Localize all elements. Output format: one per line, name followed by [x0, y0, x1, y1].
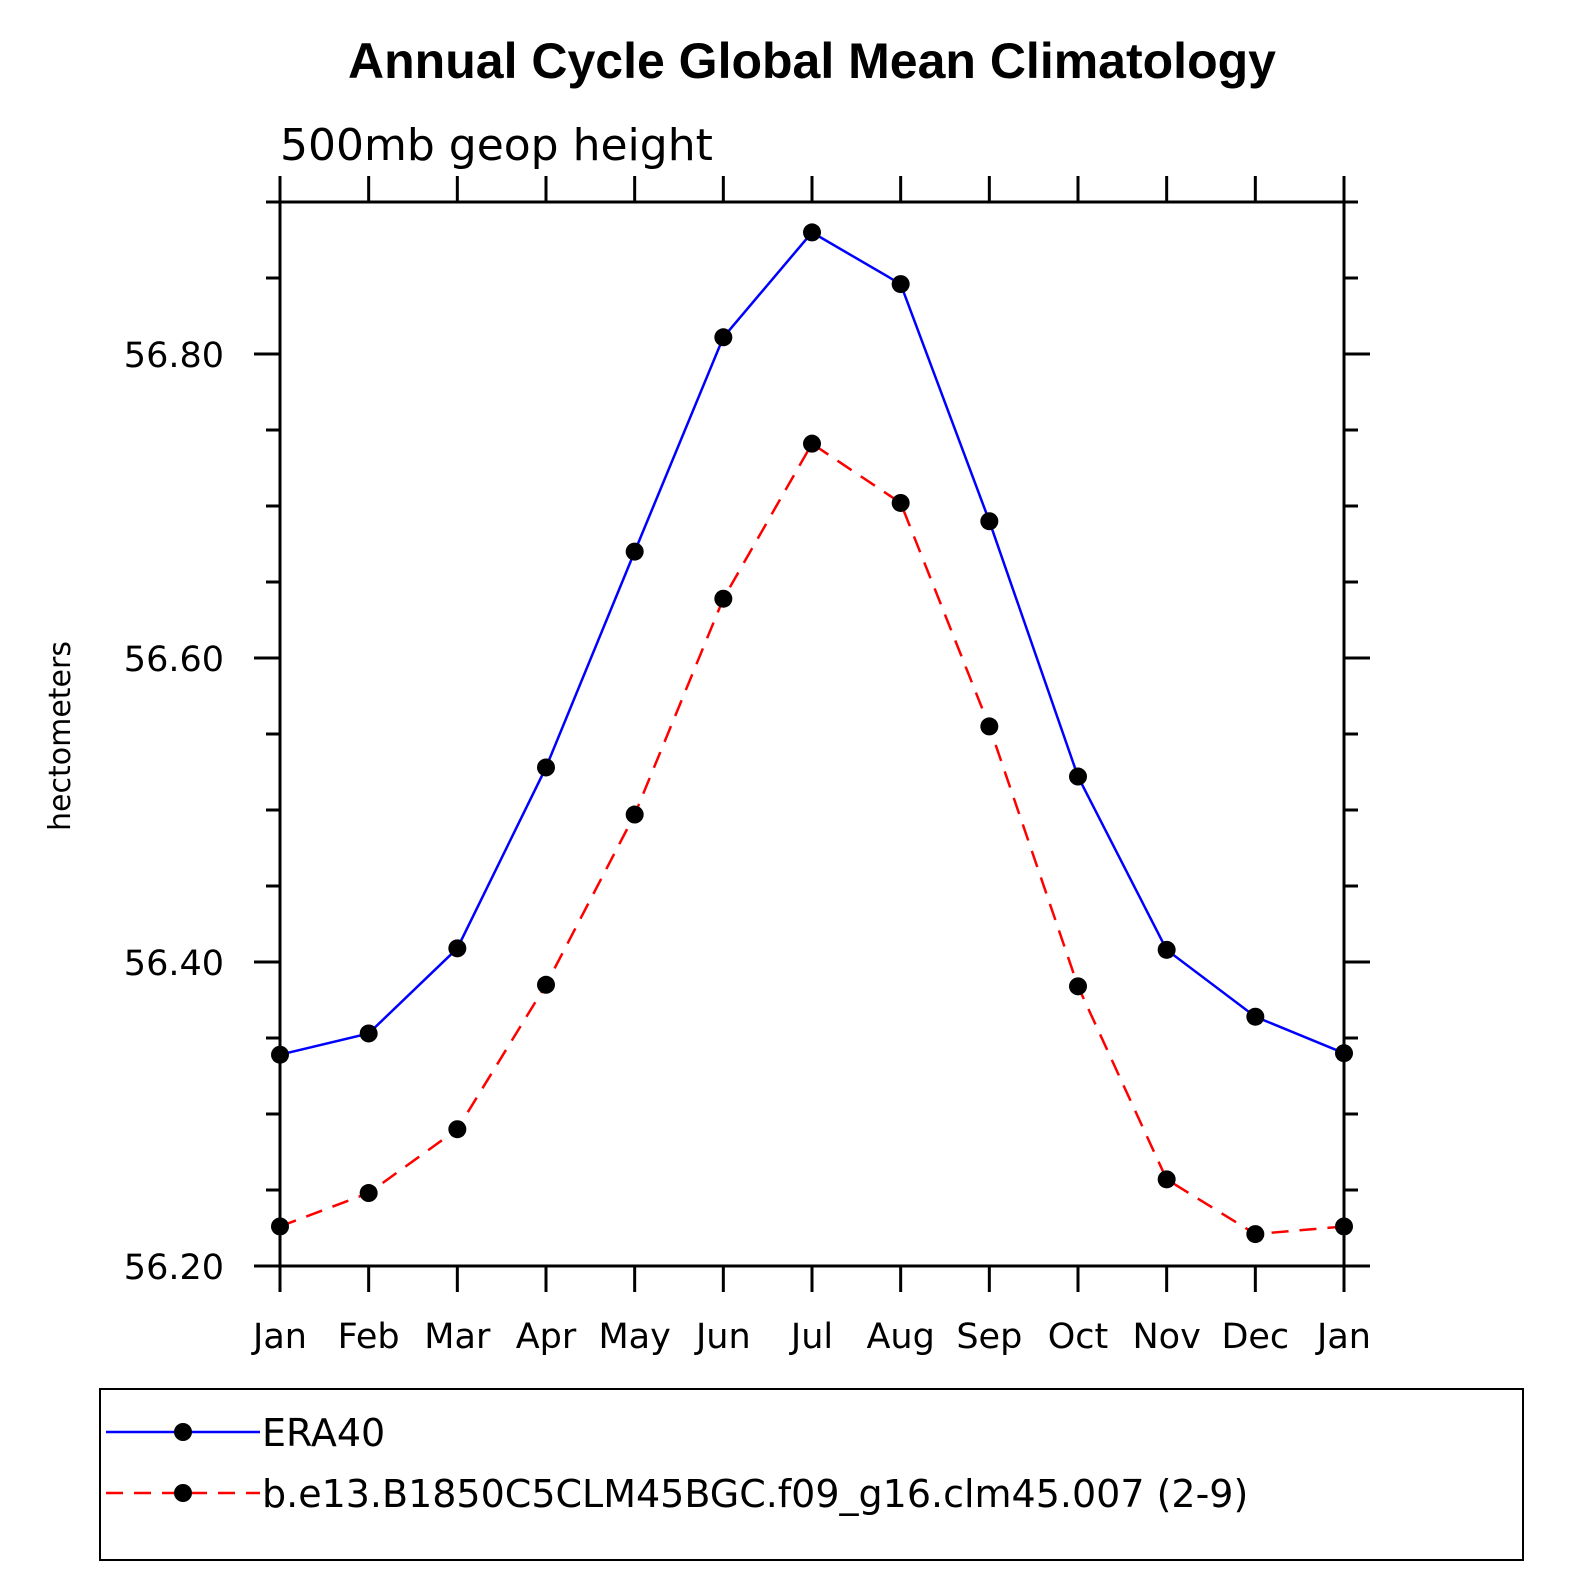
series-point-2: [1157, 1170, 1176, 1189]
series-point-1: [359, 1024, 378, 1043]
series-line-1: [279, 230, 1345, 1056]
series-point-1: [448, 939, 467, 958]
series-point-1: [1246, 1007, 1265, 1026]
x-tick-label: Jul: [789, 1317, 833, 1357]
y-tick-label: 56.40: [124, 944, 224, 984]
series-point-2: [803, 434, 821, 453]
y-axis-label: hectometers: [43, 641, 78, 831]
x-tick-label: Apr: [516, 1317, 577, 1357]
x-tick-label: Jan: [1315, 1317, 1371, 1357]
series-point-1: [891, 275, 910, 294]
x-tick-label: May: [598, 1317, 670, 1357]
series-point-1: [537, 758, 555, 777]
series-point-1: [803, 223, 821, 242]
series-point-2: [1246, 1225, 1265, 1244]
series-point-1: [271, 1045, 289, 1064]
legend-marker-2: [174, 1484, 192, 1502]
x-tick-label: Sep: [956, 1317, 1022, 1357]
series-layer: [271, 223, 1353, 1244]
series-point-1: [1335, 1044, 1353, 1063]
series-point-2: [980, 717, 999, 736]
x-tick-label: Dec: [1221, 1317, 1289, 1357]
series-point-1: [1069, 767, 1087, 786]
series-point-2: [1335, 1217, 1353, 1236]
legend-label-2: b.e13.B1850C5CLM45BGC.f09_g16.clm45.007 …: [262, 1472, 1248, 1516]
y-tick-label: 56.80: [124, 336, 224, 376]
chart-subtitle: 500mb geop height: [280, 120, 713, 171]
series-point-1: [625, 542, 644, 561]
series-point-2: [448, 1120, 467, 1139]
x-axis: Jan Feb Mar Apr May Jun Jul Aug Sep Oct Nov Dec Jan: [251, 176, 1371, 1357]
legend: ERA40 b.e13.B1850C5CLM45BGC.f09_g16.clm45…: [106, 1411, 1248, 1516]
y-axis: 56.20 56.40 56.60 56.80: [124, 200, 1370, 1288]
plot-frame: [278, 200, 1346, 1268]
series-point-1: [980, 512, 999, 531]
series-point-1: [714, 328, 733, 347]
x-tick-label: Aug: [866, 1317, 934, 1357]
series-point-2: [1069, 977, 1087, 996]
series-line-2: [279, 441, 1345, 1236]
legend-label-1: ERA40: [262, 1411, 385, 1455]
series-point-1: [1157, 940, 1176, 959]
legend-box: [99, 1388, 1524, 1561]
series-point-2: [271, 1217, 289, 1236]
series-point-2: [359, 1184, 378, 1203]
y-tick-label: 56.60: [124, 640, 224, 680]
series-point-2: [625, 805, 644, 824]
y-tick-label: 56.20: [124, 1248, 224, 1288]
chart-title: Annual Cycle Global Mean Climatology: [348, 33, 1276, 89]
series-point-2: [537, 975, 555, 994]
x-tick-label: Feb: [338, 1317, 400, 1357]
series-point-2: [891, 493, 910, 512]
x-tick-label: Nov: [1133, 1317, 1201, 1357]
series-point-2: [714, 589, 733, 608]
x-tick-label: Oct: [1048, 1317, 1109, 1357]
x-tick-label: Mar: [424, 1317, 491, 1357]
x-tick-label: Jan: [251, 1317, 307, 1357]
x-tick-label: Jun: [694, 1317, 751, 1357]
legend-marker-1: [174, 1423, 192, 1441]
